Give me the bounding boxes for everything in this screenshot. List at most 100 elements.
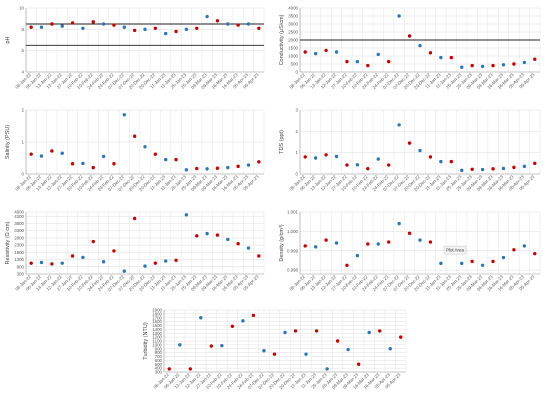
conductivity-ytick-label: 1000: [288, 54, 298, 59]
tds-data-point: [345, 163, 349, 167]
conductivity-data-point: [303, 50, 307, 54]
tds-data-point: [428, 155, 433, 159]
tds-data-point: [397, 123, 401, 127]
turbidity-data-point: [325, 367, 329, 371]
density-ytick-label: 1.000: [287, 229, 299, 234]
density-tooltip-box: [443, 245, 467, 255]
tds-chart: 0 1 2 3 TDS (ppt) 06-Jan-22 06-Jan-22 13-Jan-22…: [276, 104, 546, 204]
turbidity-data-point: [178, 343, 182, 347]
tds-data-point: [324, 153, 328, 157]
resistivity-ytick-label: 4300: [14, 214, 24, 219]
salinity-data-point: [163, 157, 168, 162]
tds-ytick-label: 2: [296, 129, 299, 134]
turbidity-ytick-label: 800: [155, 350, 163, 355]
tds-data-point: [407, 141, 412, 145]
resistivity-ytick-label: 2800: [14, 235, 24, 240]
resistivity-ytick-label: 3800: [14, 221, 24, 226]
turbidity-data-point: [293, 329, 298, 333]
turbidity-ytick-label: 1700: [152, 315, 162, 320]
turbidity-ytick-label: 1100: [153, 339, 163, 344]
conductivity-data-point: [386, 59, 391, 64]
resistivity-data-point: [257, 254, 261, 258]
resistivity-chart: 300 800 1300 1800 2300 2800 3300 3800 4300 4600 Re…: [2, 206, 270, 304]
density-data-point: [522, 244, 527, 248]
resistivity-ytick-label: 2300: [14, 243, 24, 248]
conductivity-data-point: [460, 65, 464, 69]
conductivity-data-point: [522, 60, 527, 65]
density-data-point: [491, 259, 495, 264]
density-data-point: [345, 263, 349, 267]
ph-data-point: [81, 26, 85, 30]
conductivity-data-point: [512, 62, 516, 66]
turbidity-data-point: [346, 347, 350, 352]
turbidity-chart-svg: 3004005006007008009001000110012001300140…: [143, 308, 407, 390]
ph-y-axis-title: pH: [5, 36, 11, 43]
conductivity-data-point: [397, 14, 401, 18]
density-data-point: [418, 238, 422, 242]
turbidity-ytick-label: 1300: [152, 331, 162, 336]
salinity-data-point: [112, 162, 116, 166]
density-data-point: [407, 231, 412, 236]
resistivity-data-point: [143, 264, 147, 268]
density-data-point: [439, 261, 443, 266]
resistivity-y-axis-title: Resistivity (Ω cm): [5, 221, 11, 264]
ph-ytick-label: 4: [22, 70, 25, 75]
salinity-data-point: [195, 166, 199, 171]
turbidity-data-point: [356, 362, 361, 366]
density-data-point: [428, 240, 433, 244]
conductivity-ytick-label: 500: [291, 62, 299, 67]
ph-data-point: [215, 19, 220, 23]
conductivity-data-point: [439, 55, 443, 60]
salinity-data-point: [153, 152, 158, 156]
tds-data-point: [501, 166, 506, 171]
salinity-data-point: [143, 145, 147, 149]
resistivity-data-point: [215, 233, 220, 237]
density-data-point: [334, 241, 339, 245]
salinity-data-point: [39, 154, 44, 158]
turbidity-data-point: [335, 339, 340, 343]
density-data-point: [386, 240, 391, 244]
salinity-data-point: [60, 151, 64, 155]
density-ytick-label: 1.001: [287, 210, 299, 215]
tds-data-point: [334, 154, 339, 159]
ph-data-point: [132, 28, 137, 33]
turbidity-ytick-label: 400: [155, 366, 163, 371]
turbidity-ytick-label: 600: [155, 358, 163, 363]
tds-data-point: [491, 167, 495, 171]
ph-ytick-label: 6: [22, 48, 25, 53]
ph-data-point: [39, 25, 44, 29]
conductivity-data-point: [533, 57, 537, 61]
resistivity-data-point: [174, 258, 178, 263]
density-data-point: [303, 244, 307, 248]
ph-data-point: [195, 26, 199, 30]
resistivity-ytick-label: 1800: [14, 250, 24, 255]
turbidity-data-point: [283, 330, 287, 335]
turbidity-chart: 300 400 500 600 700 800 900 1000 1100 1200 1300 140…: [140, 304, 412, 402]
resistivity-data-point: [81, 255, 85, 260]
resistivity-ytick-label: 1300: [14, 257, 24, 262]
resistivity-data-point: [50, 262, 54, 266]
tds-data-point: [480, 167, 485, 172]
resistivity-data-point: [112, 249, 116, 253]
ph-chart-svg: 46810pH06-Jan-2206-Jan-2213-Jan-2213-Jan…: [5, 6, 265, 90]
resistivity-data-point: [226, 237, 230, 242]
conductivity-chart: 0 500 1000 1500 2000 2500 3000 3500 4000 Conducti…: [276, 2, 546, 102]
resistivity-data-point: [246, 246, 251, 250]
ph-data-point: [205, 14, 209, 19]
ph-data-point: [246, 22, 251, 26]
resistivity-ytick-label: 4600: [14, 210, 24, 215]
resistivity-ytick-label: 300: [17, 272, 25, 277]
conductivity-ytick-label: 1500: [288, 46, 298, 51]
salinity-data-point: [122, 113, 127, 117]
tds-data-point: [522, 164, 527, 169]
salinity-data-point: [91, 165, 95, 170]
tds-ytick-label: 1: [296, 150, 299, 155]
ph-data-point: [50, 22, 54, 26]
conductivity-data-point: [418, 43, 422, 48]
tds-data-point: [376, 157, 380, 161]
tds-data-point: [355, 163, 360, 167]
conductivity-data-point: [491, 63, 495, 68]
turbidity-ytick-label: 1400: [152, 327, 162, 332]
salinity-ytick-label: 1: [22, 140, 25, 145]
